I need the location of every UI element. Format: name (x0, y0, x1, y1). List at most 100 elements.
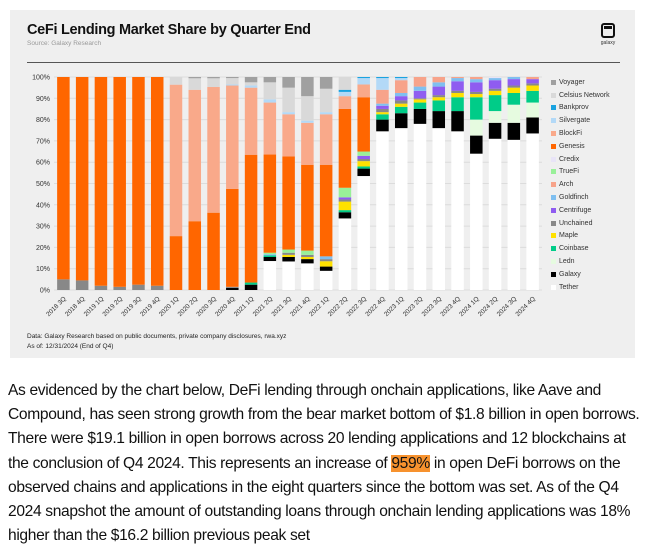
bar-segment-genesis (357, 97, 370, 152)
bar-segment-tether (263, 261, 277, 290)
bar-segment-tether (432, 128, 446, 290)
bar-segment-goldfinch (470, 79, 483, 83)
bar-segment-genesis (207, 212, 220, 290)
legend-label: Celsius Network (559, 91, 610, 99)
bar-segment-coinbase (263, 255, 277, 257)
legend-swatch (551, 79, 556, 85)
bar-segment-coinbase (488, 95, 502, 112)
bar-segment-voyager (282, 77, 295, 88)
bar-segment-blockfi (282, 114, 295, 157)
bar-segment-centrifuge (394, 96, 408, 101)
legend-item: Arch (551, 178, 610, 191)
bar-segment-bankprov (376, 77, 389, 79)
bar-segment-genesis (94, 77, 108, 286)
bar-segment-celsius-network (169, 77, 183, 85)
y-tick-label: 60% (36, 160, 50, 167)
legend-item: Credix (551, 153, 610, 166)
bar-segment-coinbase (413, 102, 427, 109)
bar-segment-maple (301, 256, 314, 260)
y-tick-label: 10% (36, 266, 50, 273)
bar-segment-unchained (526, 83, 539, 86)
bar-segment-ledn (526, 102, 539, 118)
highlighted-figure: 959% (391, 454, 430, 472)
bar-segment-truefi (338, 187, 352, 198)
article-paragraph: As evidenced by the chart below, DeFi le… (8, 379, 640, 548)
bar-segment-blockfi (169, 84, 183, 237)
bar-segment-goldfinch (394, 92, 408, 97)
bar-segment-genesis (150, 77, 164, 286)
bar-segment-arch (451, 77, 464, 79)
bar-segment-centrifuge (432, 86, 446, 96)
bar-segment-goldfinch (376, 103, 389, 106)
bar-segment-unchained (282, 252, 295, 255)
bar-segment-bankprov (357, 77, 370, 79)
legend-swatch (551, 169, 556, 175)
bar-segment-goldfinch (263, 254, 277, 256)
title-divider (27, 62, 620, 63)
bar-segment-unchained (470, 91, 483, 95)
bar-segment-coinbase (244, 282, 258, 285)
bar-segment-galaxy (357, 168, 370, 177)
bar-segment-ledn (488, 111, 502, 123)
bar-segment-genesis (188, 221, 202, 290)
bar-segment-unchained (488, 88, 502, 91)
bar-segment-blockfi (226, 85, 239, 189)
bar-segment-goldfinch (413, 86, 427, 91)
paragraph-text-2: in open DeFi borrows on the observed cha… (8, 454, 631, 545)
legend-item: Unchained (551, 217, 610, 230)
bar-segment-tether (282, 261, 295, 290)
bar-segment-galaxy (282, 256, 295, 262)
legend-swatch (551, 246, 556, 252)
bar-segment-silvergate (376, 78, 389, 90)
bar-segment-tether (319, 270, 333, 290)
bar-segment-unchained (357, 159, 370, 162)
bar-segment-silvergate (226, 84, 239, 86)
legend-item: Galaxy (551, 268, 610, 281)
legend-item: Voyager (551, 76, 610, 89)
legend-item: Celsius Network (551, 89, 610, 102)
bar-segment-galaxy (451, 111, 464, 132)
galaxy-logo: galaxy (596, 23, 620, 46)
bar-segment-centrifuge (376, 105, 389, 109)
bar-segment-arch (432, 77, 446, 83)
legend-item: Maple (551, 230, 610, 243)
bar-segment-coinbase (394, 106, 408, 114)
chart-source: Source: Galaxy Research (27, 40, 102, 47)
legend-label: Goldfinch (559, 194, 589, 202)
bar-segment-maple (319, 261, 333, 267)
bar-segment-maple (432, 97, 446, 101)
legend-label: Unchained (559, 219, 593, 227)
bar-segment-silvergate (338, 91, 352, 97)
bar-segment-coinbase (507, 92, 521, 105)
bar-segment-tether (488, 138, 502, 290)
legend-label: Voyager (559, 78, 585, 86)
bar-segment-unchained (376, 108, 389, 113)
legend-swatch (551, 195, 556, 201)
bar-segment-centrifuge (451, 81, 464, 91)
bar-segment-maple (526, 85, 539, 91)
y-tick-label: 0% (40, 288, 50, 295)
bar-segment-coinbase (338, 210, 352, 213)
bar-segment-celsius-network (263, 82, 277, 100)
legend-label: BlockFi (559, 130, 582, 138)
bar-segment-voyager (263, 77, 277, 83)
bar-segment-celsius-network (244, 82, 258, 86)
footnote-as-of: As of: 12/31/2024 (End of Q4) (27, 343, 114, 350)
bar-segment-silvergate (263, 99, 277, 103)
legend-item: Silvergate (551, 114, 610, 127)
legend-label: Arch (559, 181, 574, 189)
bar-segment-truefi (301, 250, 314, 255)
bar-segment-genesis (244, 154, 258, 283)
bar-segment-unchained (57, 279, 70, 290)
legend-swatch (551, 207, 556, 213)
logo-text: galaxy (600, 40, 616, 46)
galaxy-logo-icon (601, 23, 615, 38)
bar-segment-blockfi (319, 114, 333, 165)
bar-segment-voyager (207, 77, 220, 79)
legend-swatch (551, 92, 556, 98)
bar-segment-coinbase (432, 100, 446, 112)
legend-item: Coinbase (551, 242, 610, 255)
bar-segment-silvergate (282, 112, 295, 115)
bar-segment-galaxy (488, 122, 502, 139)
legend-label: Credix (559, 155, 580, 163)
